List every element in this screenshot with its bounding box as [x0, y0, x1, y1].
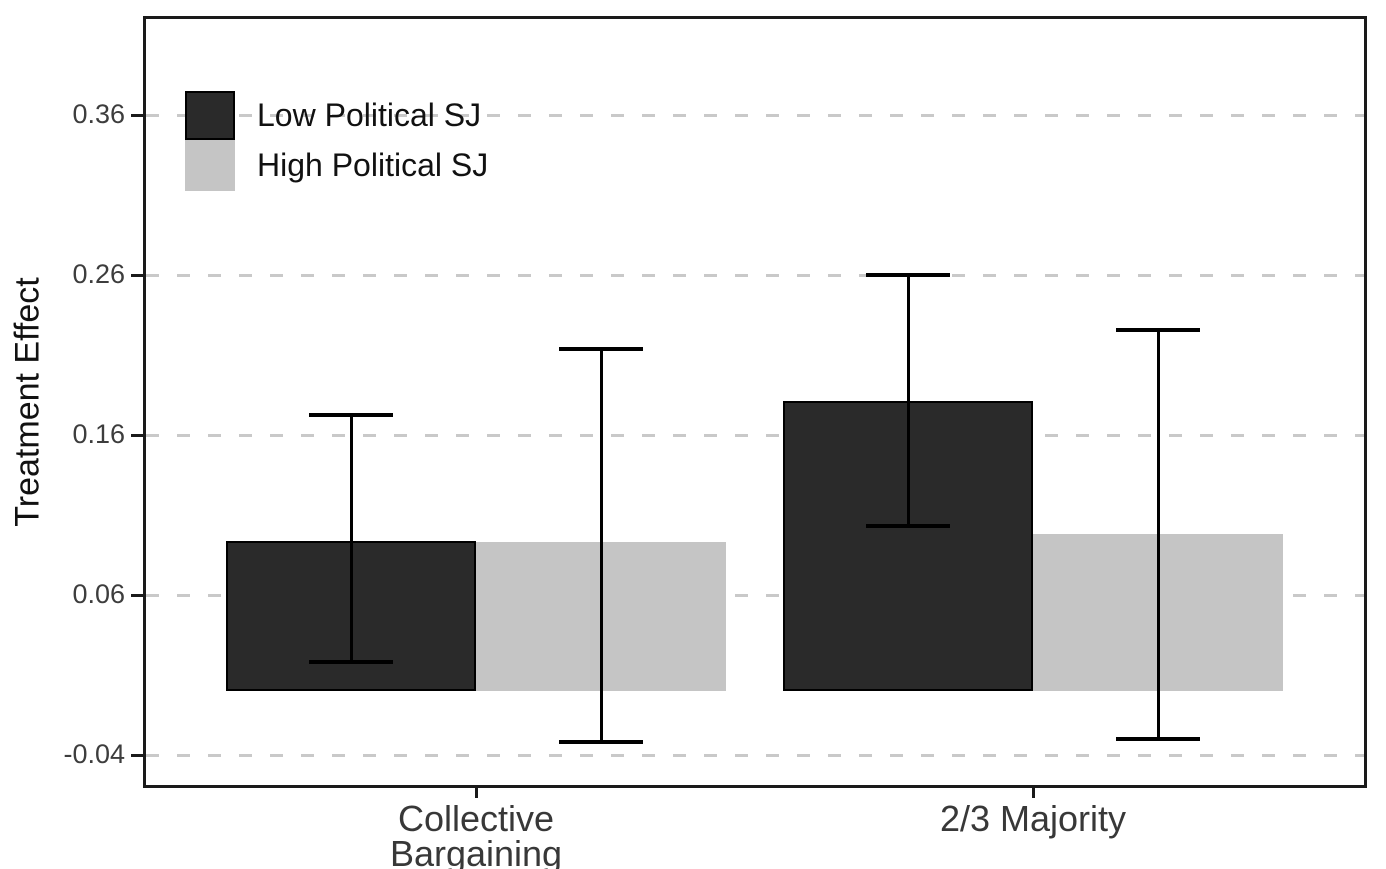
legend-label-high-political-sj: High Political SJ [257, 147, 489, 183]
y-tick-label: 0.06 [72, 579, 125, 610]
x-axis-tick [474, 788, 478, 798]
legend-entry-high-political-sj: High Political SJ [185, 140, 488, 191]
x-category-label: Collective Bargaining [389, 798, 563, 869]
y-axis-title: Treatment Effect [8, 277, 47, 527]
gridline-y-0.26 [146, 273, 1364, 277]
error-bar-line [1156, 327, 1160, 741]
y-axis-tick [131, 753, 143, 757]
error-bar-cap [1116, 327, 1200, 332]
y-axis-tick [131, 273, 143, 277]
y-axis-tick [131, 113, 143, 117]
error-bar-cap [866, 523, 950, 528]
x-category-label: 2/3 Majority [939, 798, 1127, 839]
gridline-y-0.36 [146, 113, 1364, 117]
y-tick-label: 0.36 [72, 99, 125, 130]
y-axis-tick [131, 593, 143, 597]
legend-entry-low-political-sj: Low Political SJ [185, 91, 488, 140]
error-bar-low-political-sj-1 [866, 273, 950, 528]
y-tick-label: 0.16 [72, 419, 125, 450]
error-bar-cap [559, 347, 643, 352]
y-tick-label: 0.26 [72, 259, 125, 290]
gridline-y-0.06 [146, 593, 1364, 597]
y-axis-tick [131, 433, 143, 437]
error-bar-high-political-sj-0 [559, 347, 643, 744]
error-bar-high-political-sj-1 [1116, 327, 1200, 741]
error-bar-line [349, 412, 353, 664]
error-bar-line [906, 273, 910, 528]
y-tick-label: -0.04 [63, 739, 125, 770]
error-bar-cap [559, 739, 643, 744]
error-bar-cap [309, 412, 393, 417]
legend: Low Political SJ High Political SJ [185, 91, 488, 191]
error-bar-cap [866, 273, 950, 278]
error-bar-low-political-sj-0 [309, 412, 393, 664]
x-axis-tick [1031, 788, 1035, 798]
error-bar-cap [1116, 736, 1200, 741]
legend-label-low-political-sj: Low Political SJ [257, 97, 482, 133]
legend-swatch-high-political-sj [185, 140, 235, 191]
gridline-y-0.16 [146, 433, 1364, 437]
error-bar-line [599, 347, 603, 744]
legend-swatch-low-political-sj [185, 91, 235, 140]
error-bar-cap [309, 659, 393, 664]
gridline-y--0.04 [146, 753, 1364, 757]
